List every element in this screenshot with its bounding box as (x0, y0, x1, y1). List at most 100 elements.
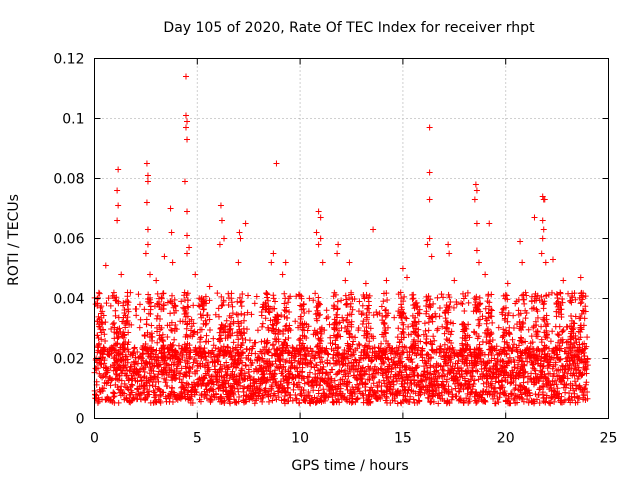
data-point (179, 353, 186, 360)
data-point (128, 389, 135, 396)
data-point (317, 214, 324, 221)
data-point (118, 386, 125, 393)
y-tick-label: 0.12 (53, 52, 84, 68)
data-point (461, 377, 468, 384)
data-point (442, 386, 449, 393)
data-point (317, 235, 324, 242)
data-point (168, 229, 175, 236)
data-point (355, 324, 362, 331)
data-point (150, 368, 157, 375)
data-point (366, 371, 373, 378)
data-point (450, 304, 457, 311)
data-point (193, 367, 200, 374)
data-point (171, 336, 178, 343)
data-point (207, 396, 214, 403)
data-point (239, 359, 246, 366)
data-point (265, 398, 272, 405)
data-point (155, 368, 162, 375)
data-point (497, 362, 504, 369)
data-point (420, 384, 427, 391)
data-point (161, 253, 168, 260)
data-point (451, 277, 458, 284)
data-point (309, 348, 316, 355)
data-point (307, 400, 314, 407)
data-point (446, 400, 453, 407)
data-point (126, 368, 133, 375)
data-point (109, 376, 116, 383)
data-point (324, 359, 331, 366)
data-point (252, 350, 259, 357)
data-point (183, 380, 190, 387)
data-point (304, 373, 311, 380)
data-point (148, 322, 155, 329)
data-point (447, 299, 454, 306)
data-point (490, 385, 497, 392)
data-point (114, 217, 121, 224)
data-point (187, 396, 194, 403)
data-point (422, 383, 429, 390)
data-point (355, 384, 362, 391)
data-point (123, 364, 130, 371)
data-point (235, 336, 242, 343)
data-point (271, 375, 278, 382)
data-point (382, 307, 389, 314)
data-point (221, 362, 228, 369)
data-point (178, 394, 185, 401)
data-point (421, 368, 428, 375)
data-point (458, 300, 465, 307)
data-point (256, 356, 263, 363)
data-point (323, 315, 330, 322)
data-point (281, 290, 288, 297)
data-point (218, 398, 225, 405)
data-point (319, 259, 326, 266)
data-point (429, 347, 436, 354)
data-point (203, 332, 210, 339)
data-point (261, 371, 268, 378)
data-point (144, 178, 151, 185)
data-point (531, 214, 538, 221)
data-point (396, 390, 403, 397)
data-point (167, 366, 174, 373)
data-point (458, 367, 465, 374)
data-point (491, 355, 498, 362)
data-point (235, 311, 242, 318)
data-point (246, 373, 253, 380)
data-point (426, 124, 433, 131)
data-point (401, 380, 408, 387)
data-point (227, 393, 234, 400)
data-point (212, 345, 219, 352)
data-point (395, 325, 402, 332)
data-point (263, 290, 270, 297)
data-point (473, 293, 480, 300)
data-point (407, 393, 414, 400)
data-point (349, 363, 356, 370)
data-point (420, 331, 427, 338)
data-point (243, 398, 250, 405)
data-point (109, 321, 116, 328)
data-point (366, 366, 373, 373)
data-point (263, 294, 270, 301)
data-point (411, 368, 418, 375)
data-point (259, 320, 266, 327)
x-tick-label: 5 (193, 431, 202, 447)
data-point (191, 379, 198, 386)
data-point (248, 311, 255, 318)
data-point (469, 373, 476, 380)
data-point (430, 398, 437, 405)
data-point (358, 311, 365, 318)
data-point (131, 344, 138, 351)
data-point (470, 380, 477, 387)
x-tick-label: 10 (291, 431, 309, 447)
data-point (102, 262, 109, 269)
data-point (473, 187, 480, 194)
data-point (155, 378, 162, 385)
data-point (123, 353, 130, 360)
data-point (445, 383, 452, 390)
data-point (184, 250, 191, 257)
data-point (154, 290, 161, 297)
data-point (269, 360, 276, 367)
data-point (488, 313, 495, 320)
data-point (293, 395, 300, 402)
data-point (143, 321, 150, 328)
data-point (282, 367, 289, 374)
